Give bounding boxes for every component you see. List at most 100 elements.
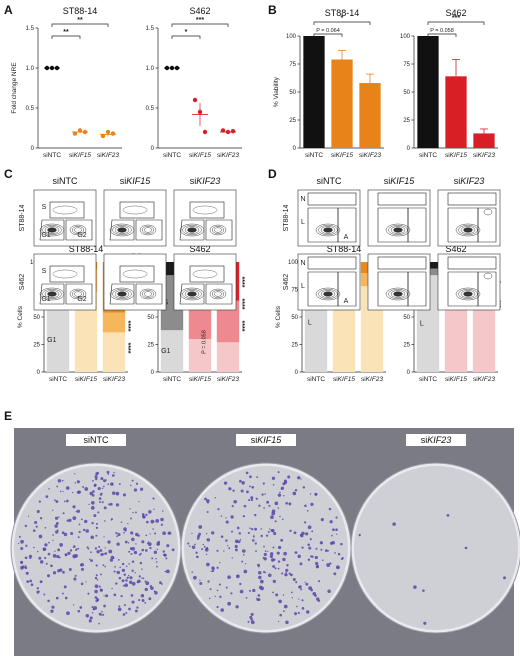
colony [254, 542, 257, 545]
chart-title: ST88-14 [325, 8, 360, 18]
colony [260, 586, 264, 591]
gate-label-n: N [300, 260, 305, 267]
gate-s [189, 265, 225, 283]
density-contour [393, 227, 403, 233]
colony [90, 559, 93, 563]
colony [156, 548, 159, 551]
colony [211, 531, 215, 535]
colony [103, 604, 106, 608]
data-point [100, 133, 106, 139]
colony [309, 538, 312, 541]
colony [36, 550, 39, 553]
colony [111, 491, 116, 495]
colony [262, 556, 265, 559]
colony [256, 476, 259, 478]
colony [244, 563, 247, 565]
colony [258, 575, 262, 580]
bar [445, 76, 467, 148]
colony [88, 619, 92, 623]
colony [319, 541, 323, 545]
colony [225, 517, 227, 519]
colony [304, 581, 306, 583]
plate-well [184, 466, 348, 630]
colony [27, 515, 30, 517]
colony [245, 597, 248, 599]
colony [241, 481, 245, 485]
plate-well [354, 466, 518, 630]
colony [301, 607, 305, 610]
flow-plots-c: siNTC siKIF15 siKIF23 ST88-14 S G1 G2 S462 S G1 G2 [19, 176, 237, 311]
colony [74, 473, 76, 475]
colony [234, 548, 238, 552]
colony [123, 531, 125, 534]
x-tick-label: siKIF15 [333, 376, 355, 383]
y-tick-label: 100 [400, 34, 411, 40]
colony [133, 488, 138, 492]
density-contour [393, 291, 403, 297]
bar [417, 36, 439, 148]
row-label: S462 [283, 274, 290, 290]
colony [340, 542, 343, 546]
gate-g2 [135, 219, 163, 241]
colony [153, 508, 155, 510]
colony [62, 512, 65, 515]
colony [55, 596, 59, 600]
colony [61, 531, 65, 535]
significance-stars: **** [238, 277, 245, 288]
colony [304, 504, 307, 508]
colony [130, 531, 134, 535]
colony [148, 597, 152, 601]
colony [97, 511, 100, 514]
colony [253, 534, 255, 536]
colony [154, 532, 157, 535]
colony [98, 545, 101, 548]
y-tick-label: 50 [403, 90, 410, 96]
colony [335, 516, 338, 519]
colony [203, 545, 206, 548]
colony [133, 550, 138, 555]
colony [121, 579, 125, 583]
y-tick-label: 0 [407, 146, 411, 152]
colony [51, 605, 55, 609]
colony [104, 565, 106, 568]
gate-a [407, 271, 427, 307]
colony [307, 558, 311, 561]
colony [88, 503, 90, 506]
colony [141, 577, 143, 579]
colony [148, 510, 152, 514]
colony [98, 622, 100, 625]
colony [422, 589, 425, 592]
y-tick-label: 25 [33, 343, 40, 349]
colony [77, 536, 80, 539]
colony [199, 581, 203, 586]
stack-segment [102, 332, 126, 372]
colony [34, 520, 38, 524]
bar [331, 59, 353, 148]
colony [94, 589, 98, 594]
x-tick-label: siKIF23 [473, 376, 495, 383]
colony [131, 569, 134, 572]
density-contour [44, 226, 60, 234]
colony [272, 565, 276, 568]
colony [125, 565, 128, 568]
chart-title: S462 [445, 244, 466, 254]
colony [113, 593, 117, 597]
colony [282, 482, 286, 486]
colony [55, 521, 59, 525]
colony [95, 522, 98, 525]
colony [84, 487, 89, 491]
y-tick-label: 25 [403, 343, 410, 349]
colony [91, 606, 94, 609]
colony [157, 540, 161, 544]
colony [130, 517, 132, 520]
colony [273, 531, 277, 536]
significance-bracket [51, 23, 109, 27]
density-contour [139, 224, 157, 236]
colony [270, 558, 275, 562]
colony [308, 546, 312, 550]
stack-segment [216, 300, 240, 343]
gate-n [377, 192, 427, 206]
colony [274, 501, 279, 506]
colony [39, 517, 43, 520]
density-contour [320, 226, 336, 234]
